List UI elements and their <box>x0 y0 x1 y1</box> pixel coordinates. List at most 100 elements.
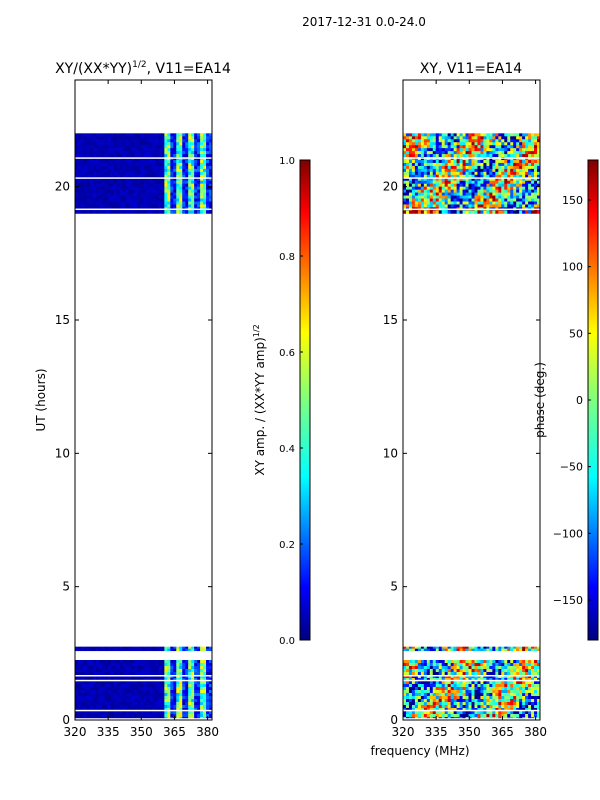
heatmap-cell <box>131 201 135 205</box>
heatmap-cell <box>107 693 112 697</box>
heatmap-cell <box>453 183 458 188</box>
heatmap-cell <box>495 189 499 193</box>
heatmap-cell <box>432 151 437 155</box>
heatmap-cell <box>158 675 162 679</box>
heatmap-cell <box>486 663 490 667</box>
heatmap-cell <box>119 174 124 179</box>
heatmap-cell <box>498 687 502 691</box>
heatmap-cell <box>209 142 212 146</box>
heatmap-cell <box>185 646 189 650</box>
heatmap-cell <box>471 210 475 214</box>
heatmap-cell <box>191 646 195 650</box>
heatmap-cell <box>164 666 168 670</box>
heatmap-cell <box>534 189 538 193</box>
heatmap-cell <box>125 681 130 685</box>
heatmap-cell <box>528 168 532 173</box>
heatmap-cell <box>209 192 212 196</box>
heatmap-cell <box>426 204 431 208</box>
heatmap-cell <box>143 684 147 688</box>
heatmap-cell <box>86 180 91 185</box>
heatmap-cell <box>131 690 135 694</box>
heatmap-cell <box>167 663 171 667</box>
heatmap-cell <box>128 139 132 143</box>
heatmap-cell <box>447 180 452 185</box>
heatmap-cell <box>86 666 91 670</box>
heatmap-cell <box>110 133 115 137</box>
heatmap-cell <box>146 714 150 718</box>
heatmap-cell <box>474 186 478 191</box>
heatmap-cell <box>170 148 174 152</box>
heatmap-cell <box>483 711 487 715</box>
heatmap-cell <box>480 165 484 170</box>
heatmap-cell <box>173 648 177 652</box>
heatmap-cell <box>149 678 153 682</box>
heatmap-cell <box>414 705 419 709</box>
heatmap-cell <box>152 177 156 182</box>
heatmap-cell <box>155 702 159 706</box>
heatmap-cell <box>537 210 540 214</box>
heatmap-cell <box>513 204 517 208</box>
heatmap-cell <box>435 180 440 185</box>
heatmap-cell <box>417 711 422 715</box>
heatmap-cell <box>510 705 514 709</box>
heatmap-cell <box>420 145 425 149</box>
heatmap-cell <box>438 684 443 688</box>
heatmap-cell <box>486 669 490 673</box>
heatmap-cell <box>191 696 195 700</box>
heatmap-cell <box>179 145 183 149</box>
heatmap-cell <box>426 160 431 164</box>
heatmap-cell <box>161 693 165 697</box>
heatmap-cell <box>134 189 138 193</box>
heatmap-cell <box>432 189 437 193</box>
heatmap-cell <box>206 136 210 140</box>
heatmap-cell <box>447 192 452 196</box>
heatmap-cell <box>101 699 106 703</box>
heatmap-cell <box>495 669 499 673</box>
heatmap-cell <box>75 696 79 700</box>
heatmap-cell <box>477 160 481 164</box>
heatmap-cell <box>510 681 514 685</box>
heatmap-cell <box>116 160 121 164</box>
heatmap-cell <box>423 675 428 679</box>
heatmap-cell <box>197 672 201 676</box>
heatmap-cell <box>167 168 171 173</box>
heatmap-cell <box>507 663 511 667</box>
heatmap-cell <box>504 646 508 650</box>
heatmap-cell <box>83 151 88 155</box>
heatmap-cell <box>80 693 85 697</box>
heatmap-cell <box>203 210 207 214</box>
heatmap-cell <box>534 648 538 652</box>
heatmap-cell <box>477 154 481 158</box>
heatmap-cell <box>441 174 446 179</box>
heatmap-cell <box>191 162 195 167</box>
heatmap-cell <box>77 705 82 709</box>
heatmap-cell <box>510 699 514 703</box>
heatmap-cell <box>89 648 94 652</box>
heatmap-cell <box>426 693 431 697</box>
heatmap-cell <box>155 675 159 679</box>
heatmap-cell <box>450 669 455 673</box>
heatmap-cell <box>173 142 177 146</box>
heatmap-cell <box>209 702 212 706</box>
heatmap-cell <box>152 154 156 158</box>
heatmap-cell <box>194 133 198 137</box>
heatmap-cell <box>471 177 475 182</box>
heatmap-cell <box>489 139 493 143</box>
heatmap-cell <box>522 174 526 179</box>
heatmap-cell <box>525 702 529 706</box>
heatmap-cell <box>495 145 499 149</box>
heatmap-cell <box>483 696 487 700</box>
heatmap-cell <box>426 168 431 173</box>
heatmap-cell <box>194 678 198 682</box>
figure-suptitle: 2017-12-31 0.0-24.0 <box>302 15 426 29</box>
heatmap-cell <box>429 136 434 140</box>
heatmap-cell <box>194 663 198 667</box>
heatmap-gap-line <box>75 177 212 179</box>
heatmap-cell <box>531 139 535 143</box>
heatmap-cell <box>447 171 452 176</box>
heatmap-cell <box>519 133 523 137</box>
heatmap-cell <box>513 687 517 691</box>
heatmap-cell <box>537 672 540 676</box>
heatmap-cell <box>125 669 130 673</box>
heatmap-cell <box>456 177 460 182</box>
